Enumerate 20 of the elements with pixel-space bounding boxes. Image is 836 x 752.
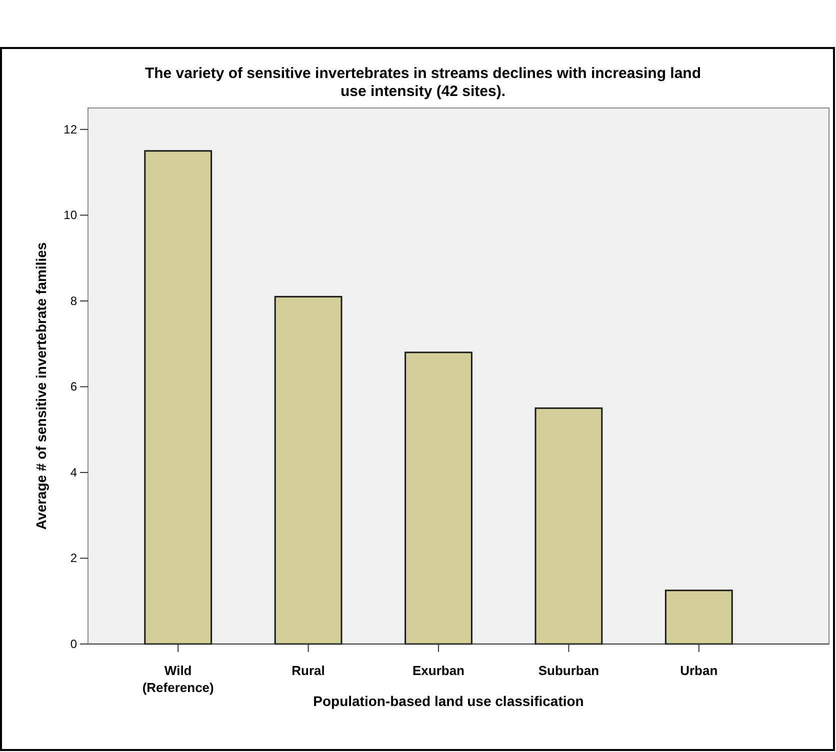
y-tick-label: 2 [70,551,78,566]
chart-title: The variety of sensitive invertebrates in streams declines with increasing land use intensity (42 sites). [144,65,702,100]
y-tick-label: 10 [64,208,78,222]
y-axis-title: Average # of sensitive invertebrate families [33,242,49,530]
x-tick-label: Suburban [538,663,600,678]
bar [664,590,733,645]
bar [144,150,212,645]
y-tick-label: 12 [64,122,78,136]
x-tick-label: Exurban [412,663,465,678]
y-tick-label: 4 [70,465,78,480]
bar [274,296,342,645]
x-tick-label: Rural [292,663,325,678]
x-tick-label: Wild (Reference) [142,663,214,695]
y-tick-label: 6 [70,380,78,394]
x-axis-title: Population-based land use classification [313,693,584,709]
x-tick-label: Urban [680,663,718,678]
y-tick-label: 8 [70,294,78,308]
bar [404,352,472,645]
y-tick-label: 0 [70,637,78,651]
bar [534,407,603,645]
